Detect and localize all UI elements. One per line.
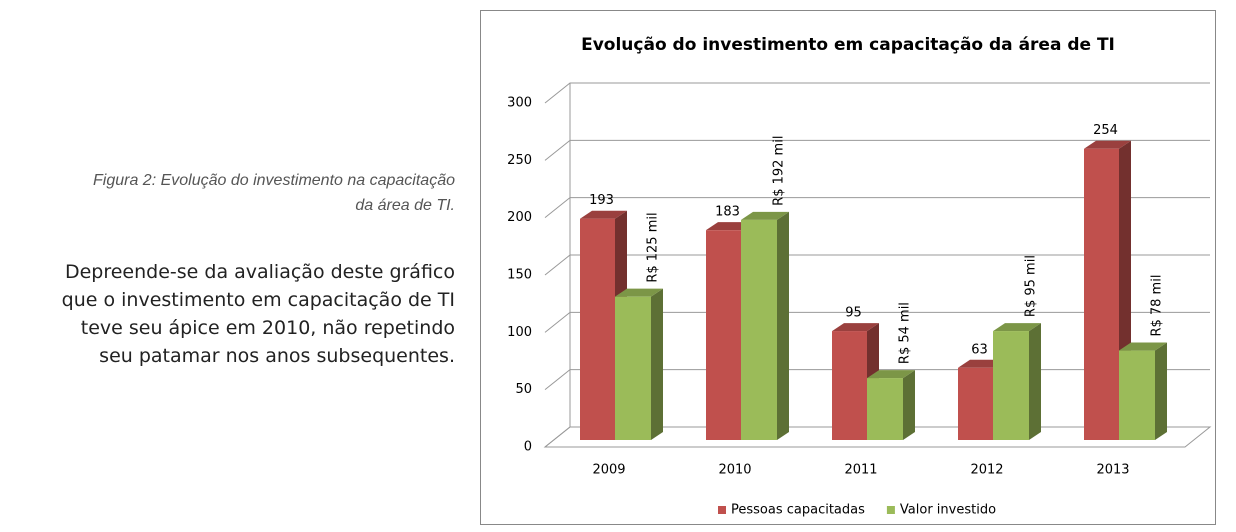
bar-front [580, 218, 615, 440]
bar-top [1119, 342, 1167, 351]
bar [615, 288, 663, 440]
x-tick-label: 2012 [970, 463, 1003, 478]
bar [741, 211, 789, 440]
bar-top [993, 323, 1041, 332]
bar-front [741, 219, 777, 440]
figure-caption: Figura 2: Evolução do investimento na ca… [93, 168, 455, 218]
legend-swatch [718, 506, 726, 514]
bar-top [1084, 140, 1131, 149]
bar-front [615, 296, 651, 440]
data-label: 254 [1093, 123, 1118, 138]
bar [867, 370, 915, 440]
bar-top [741, 211, 789, 220]
grid-line [544, 82, 1210, 104]
bar-front [1119, 350, 1155, 440]
data-label: R$ 125 mil [646, 212, 661, 282]
data-label: R$ 78 mil [1150, 275, 1165, 337]
bar-side [1155, 342, 1167, 440]
data-label: R$ 192 mil [772, 136, 787, 206]
y-tick-label: 100 [507, 325, 532, 340]
legend-swatch [886, 506, 895, 514]
paragraph-line: teve seu ápice em 2010, não repetindo [80, 317, 455, 339]
data-label: R$ 95 mil [1024, 255, 1039, 317]
grid-line [544, 139, 1210, 161]
bar [1119, 342, 1167, 440]
x-tick-label: 2009 [592, 463, 625, 478]
bar-front [958, 367, 993, 440]
bar-top [832, 323, 879, 332]
bar-front [832, 331, 867, 440]
bar-side [777, 211, 789, 440]
data-label: 95 [845, 306, 862, 321]
data-label: 193 [589, 193, 614, 208]
data-label: R$ 54 mil [898, 302, 913, 364]
bar [993, 323, 1041, 440]
grid-line [544, 254, 1210, 276]
bar-front [1084, 148, 1119, 440]
y-tick-label: 150 [507, 268, 532, 283]
bar-top [580, 210, 627, 219]
y-tick-label: 300 [507, 96, 532, 111]
chart-title: Evolução do investimento em capacitação … [581, 35, 1115, 55]
legend-label: Pessoas capacitadas [731, 503, 865, 518]
caption-line: da área de TI. [355, 197, 455, 214]
bar-front [706, 230, 741, 440]
bar-side [903, 370, 915, 440]
paragraph: Depreende-se da avaliação deste gráfico … [62, 258, 455, 370]
grid-line [544, 197, 1210, 219]
y-tick-label: 50 [515, 382, 532, 397]
y-tick-label: 0 [524, 440, 532, 455]
caption-line: Figura 2: Evolução do investimento na ca… [93, 172, 455, 189]
x-tick-label: 2013 [1096, 463, 1129, 478]
bar-side [651, 288, 663, 440]
bar-front [867, 378, 903, 440]
bar-side [1029, 323, 1041, 440]
y-tick-label: 250 [507, 153, 532, 168]
x-tick-label: 2011 [844, 463, 877, 478]
paragraph-line: que o investimento em capacitação de TI [61, 289, 455, 311]
paragraph-line: seu patamar nos anos subsequentes. [99, 345, 455, 367]
x-tick-label: 2010 [718, 463, 751, 478]
bar-top [615, 288, 663, 297]
data-label: 63 [971, 342, 988, 357]
grid-line [544, 311, 1210, 333]
data-label: 183 [715, 205, 740, 220]
bar-top [867, 370, 915, 379]
y-tick-label: 200 [507, 210, 532, 225]
bar-front [993, 331, 1029, 440]
legend-label: Valor investido [900, 503, 996, 518]
paragraph-line: Depreende-se da avaliação deste gráfico [64, 261, 455, 283]
